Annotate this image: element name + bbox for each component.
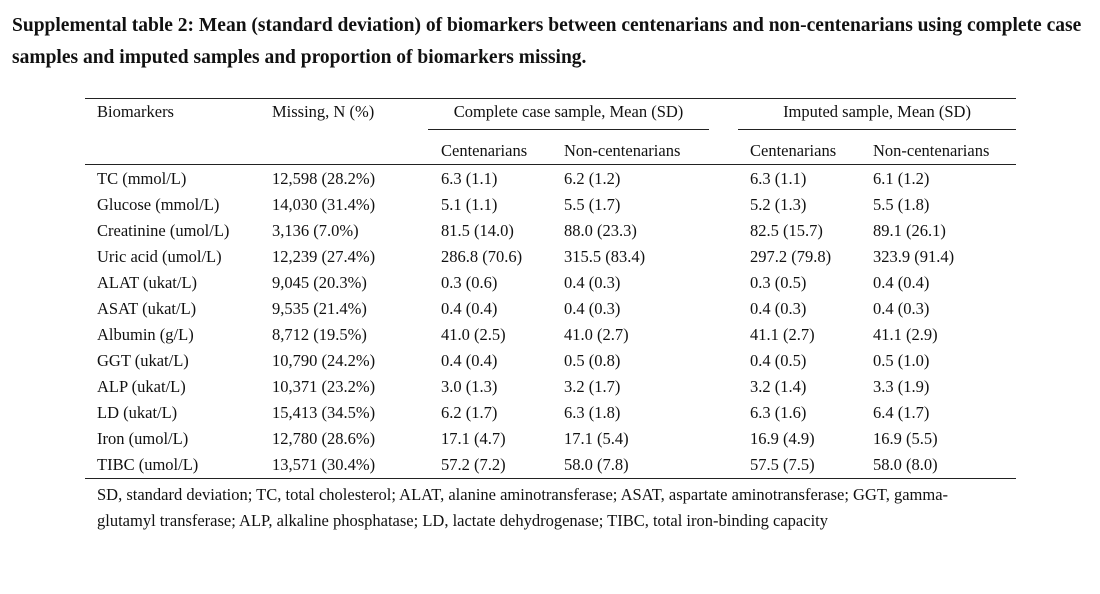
- complete-centenarians-cell: 286.8 (70.6): [441, 247, 523, 266]
- complete-non-centenarians-cell: 88.0 (23.3): [564, 221, 637, 240]
- table-row: TIBC (umol/L) 13,571 (30.4%) 57.2 (7.2) 58.…: [85, 452, 1016, 478]
- table-top-rule: [85, 98, 1016, 99]
- complete-non-centenarians-cell: 0.5 (0.8): [564, 351, 621, 370]
- biomarker-cell: LD (ukat/L): [97, 403, 178, 422]
- table-footnote: SD, standard deviation; TC, total choles…: [97, 485, 949, 530]
- complete-non-centenarians-cell: 17.1 (5.4): [564, 429, 629, 448]
- imputed-non-centenarians-cell: 58.0 (8.0): [873, 455, 938, 474]
- table-row: Uric acid (umol/L) 12,239 (27.4%) 286.8 (7…: [85, 244, 1016, 270]
- complete-non-centenarians-cell: 6.3 (1.8): [564, 403, 621, 422]
- imputed-centenarians-cell: 0.4 (0.5): [750, 351, 807, 370]
- missing-cell: 3,136 (7.0%): [272, 221, 359, 240]
- header-biomarkers: Biomarkers: [97, 102, 174, 121]
- missing-cell: 13,571 (30.4%): [272, 455, 376, 474]
- table-row: GGT (ukat/L) 10,790 (24.2%) 0.4 (0.4) 0.5 (…: [85, 348, 1016, 374]
- biomarker-cell: TIBC (umol/L): [97, 455, 199, 474]
- complete-centenarians-cell: 0.4 (0.4): [441, 299, 498, 318]
- missing-cell: 12,598 (28.2%): [272, 169, 376, 188]
- imputed-centenarians-cell: 0.4 (0.3): [750, 299, 807, 318]
- biomarker-cell: ASAT (ukat/L): [97, 299, 197, 318]
- missing-cell: 12,780 (28.6%): [272, 429, 376, 448]
- biomarker-cell: ALAT (ukat/L): [97, 273, 198, 292]
- missing-cell: 14,030 (31.4%): [272, 195, 376, 214]
- subheader-complete-non-centenarians: Non-centenarians: [564, 141, 681, 160]
- table-bottom-rule: [85, 478, 1016, 479]
- header-missing: Missing, N (%): [272, 102, 375, 121]
- biomarker-cell: ALP (ukat/L): [97, 377, 186, 396]
- table-row: Albumin (g/L) 8,712 (19.5%) 41.0 (2.5) 41.0…: [85, 322, 1016, 348]
- table-row: Iron (umol/L) 12,780 (28.6%) 17.1 (4.7) 17.…: [85, 426, 1016, 452]
- table-row: TC (mmol/L) 12,598 (28.2%) 6.3 (1.1) 6.2 (1…: [85, 166, 1016, 192]
- missing-cell: 9,535 (21.4%): [272, 299, 367, 318]
- complete-centenarians-cell: 6.3 (1.1): [441, 169, 498, 188]
- imputed-centenarians-cell: 16.9 (4.9): [750, 429, 815, 448]
- imputed-non-centenarians-cell: 6.1 (1.2): [873, 169, 930, 188]
- complete-non-centenarians-cell: 315.5 (83.4): [564, 247, 646, 266]
- imputed-centenarians-cell: 57.5 (7.5): [750, 455, 815, 474]
- complete-non-centenarians-cell: 58.0 (7.8): [564, 455, 629, 474]
- biomarker-cell: Albumin (g/L): [97, 325, 194, 344]
- complete-centenarians-cell: 0.3 (0.6): [441, 273, 498, 292]
- table-row: ALP (ukat/L) 10,371 (23.2%) 3.0 (1.3) 3.2 (…: [85, 374, 1016, 400]
- complete-centenarians-cell: 6.2 (1.7): [441, 403, 498, 422]
- complete-centenarians-cell: 0.4 (0.4): [441, 351, 498, 370]
- table-row: Glucose (mmol/L) 14,030 (31.4%) 5.1 (1.1) 5…: [85, 192, 1016, 218]
- table-row: LD (ukat/L) 15,413 (34.5%) 6.2 (1.7) 6.3 (1…: [85, 400, 1016, 426]
- subheader-imputed-centenarians: Centenarians: [750, 141, 837, 160]
- complete-non-centenarians-cell: 5.5 (1.7): [564, 195, 621, 214]
- complete-centenarians-cell: 57.2 (7.2): [441, 455, 506, 474]
- table-row: ALAT (ukat/L) 9,045 (20.3%) 0.3 (0.6) 0.4 (…: [85, 270, 1016, 296]
- imputed-non-centenarians-cell: 5.5 (1.8): [873, 195, 930, 214]
- missing-cell: 10,790 (24.2%): [272, 351, 376, 370]
- imputed-centenarians-cell: 41.1 (2.7): [750, 325, 815, 344]
- imputed-non-centenarians-cell: 89.1 (26.1): [873, 221, 946, 240]
- missing-cell: 10,371 (23.2%): [272, 377, 376, 396]
- complete-centenarians-cell: 5.1 (1.1): [441, 195, 498, 214]
- imputed-centenarians-cell: 3.2 (1.4): [750, 377, 807, 396]
- imputed-non-centenarians-cell: 3.3 (1.9): [873, 377, 930, 396]
- complete-centenarians-cell: 81.5 (14.0): [441, 221, 514, 240]
- complete-centenarians-cell: 17.1 (4.7): [441, 429, 506, 448]
- table-row: ASAT (ukat/L) 9,535 (21.4%) 0.4 (0.4) 0.4 (…: [85, 296, 1016, 322]
- missing-cell: 8,712 (19.5%): [272, 325, 367, 344]
- imputed-non-centenarians-cell: 0.5 (1.0): [873, 351, 930, 370]
- biomarker-cell: Glucose (mmol/L): [97, 195, 220, 214]
- imputed-non-centenarians-cell: 0.4 (0.3): [873, 299, 930, 318]
- biomarker-cell: Creatinine (umol/L): [97, 221, 230, 240]
- missing-cell: 15,413 (34.5%): [272, 403, 376, 422]
- table-row: Creatinine (umol/L) 3,136 (7.0%) 81.5 (14.…: [85, 218, 1016, 244]
- table-title: Supplemental table 2: Mean (standard dev…: [12, 15, 1082, 68]
- imputed-non-centenarians-cell: 41.1 (2.9): [873, 325, 938, 344]
- complete-non-centenarians-cell: 3.2 (1.7): [564, 377, 621, 396]
- complete-non-centenarians-cell: 0.4 (0.3): [564, 299, 621, 318]
- complete-group-rule: [428, 129, 709, 130]
- missing-cell: 9,045 (20.3%): [272, 273, 367, 292]
- imputed-centenarians-cell: 6.3 (1.1): [750, 169, 807, 188]
- imputed-non-centenarians-cell: 16.9 (5.5): [873, 429, 938, 448]
- imputed-non-centenarians-cell: 6.4 (1.7): [873, 403, 930, 422]
- missing-cell: 12,239 (27.4%): [272, 247, 376, 266]
- imputed-non-centenarians-cell: 0.4 (0.4): [873, 273, 930, 292]
- biomarker-cell: GGT (ukat/L): [97, 351, 189, 370]
- complete-centenarians-cell: 41.0 (2.5): [441, 325, 506, 344]
- subheader-complete-centenarians: Centenarians: [441, 141, 528, 160]
- imputed-group-rule: [738, 129, 1016, 130]
- header-complete-case-group: Complete case sample, Mean (SD): [453, 102, 684, 121]
- imputed-non-centenarians-cell: 323.9 (91.4): [873, 247, 955, 266]
- imputed-centenarians-cell: 297.2 (79.8): [750, 247, 832, 266]
- imputed-centenarians-cell: 6.3 (1.6): [750, 403, 807, 422]
- imputed-centenarians-cell: 0.3 (0.5): [750, 273, 807, 292]
- imputed-centenarians-cell: 5.2 (1.3): [750, 195, 807, 214]
- subheader-imputed-non-centenarians: Non-centenarians: [873, 141, 990, 160]
- header-bottom-rule: [85, 164, 1016, 165]
- imputed-centenarians-cell: 82.5 (15.7): [750, 221, 823, 240]
- complete-non-centenarians-cell: 41.0 (2.7): [564, 325, 629, 344]
- complete-non-centenarians-cell: 6.2 (1.2): [564, 169, 621, 188]
- complete-non-centenarians-cell: 0.4 (0.3): [564, 273, 621, 292]
- biomarker-cell: TC (mmol/L): [97, 169, 187, 188]
- biomarker-cell: Uric acid (umol/L): [97, 247, 222, 266]
- complete-centenarians-cell: 3.0 (1.3): [441, 377, 498, 396]
- header-imputed-group: Imputed sample, Mean (SD): [783, 102, 971, 121]
- biomarker-cell: Iron (umol/L): [97, 429, 189, 448]
